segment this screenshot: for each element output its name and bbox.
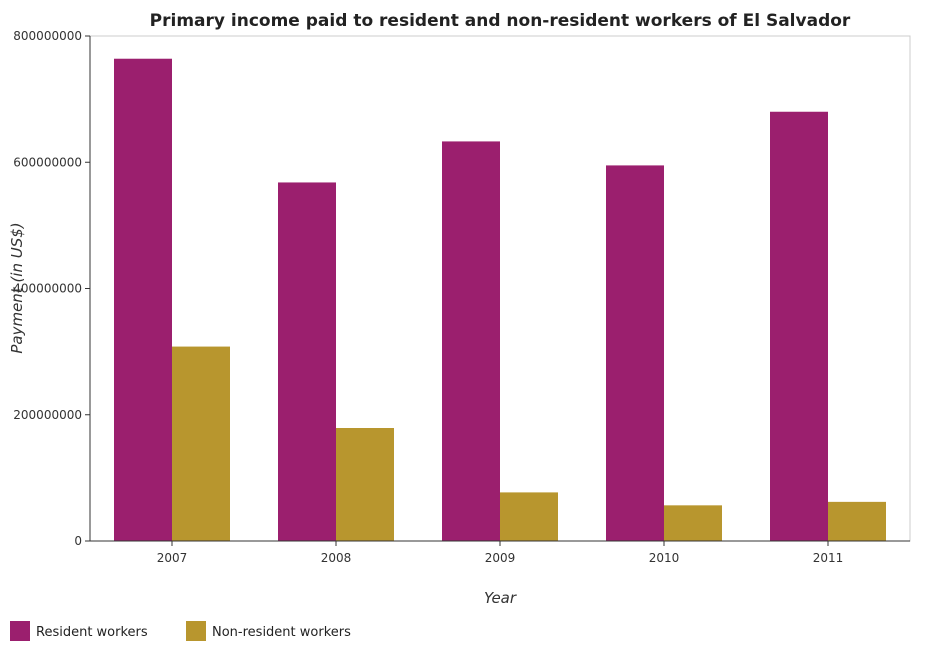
y-tick-label: 800000000 [13, 29, 82, 43]
bar-non-resident-2010 [664, 505, 722, 541]
bar-resident-2010 [606, 165, 664, 541]
x-tick-label: 2011 [813, 551, 844, 565]
x-tick-label: 2007 [157, 551, 188, 565]
bars-layer [114, 58, 886, 541]
legend-label: Resident workers [36, 625, 148, 640]
bar-resident-2009 [442, 141, 500, 541]
legend: Resident workers Non-resident workers [10, 621, 351, 641]
bar-resident-2008 [278, 182, 336, 541]
x-tick-label: 2010 [649, 551, 680, 565]
bar-non-resident-2009 [500, 492, 558, 541]
y-tick-label: 0 [74, 534, 82, 548]
x-tick-label: 2008 [321, 551, 352, 565]
bar-non-resident-2011 [828, 501, 886, 541]
y-tick-label: 600000000 [13, 155, 82, 169]
y-axis: 0 200000000 400000000 600000000 800000000 [13, 29, 91, 548]
bar-non-resident-2007 [172, 346, 230, 541]
y-axis-label: Payment (in US$) [8, 222, 26, 353]
y-tick-label: 200000000 [13, 408, 82, 422]
x-axis: 2007 2008 2009 2010 2011 [90, 540, 910, 565]
x-tick-label: 2009 [485, 551, 516, 565]
legend-swatch-non-resident [186, 621, 206, 641]
bar-resident-2007 [114, 58, 172, 541]
chart-title: Primary income paid to resident and non-… [150, 11, 851, 31]
bar-resident-2011 [770, 111, 828, 541]
bar-non-resident-2008 [336, 428, 394, 541]
y-tick-label: 400000000 [13, 282, 82, 296]
x-axis-label: Year [484, 589, 517, 607]
legend-swatch-resident [10, 621, 30, 641]
legend-label: Non-resident workers [212, 625, 351, 640]
